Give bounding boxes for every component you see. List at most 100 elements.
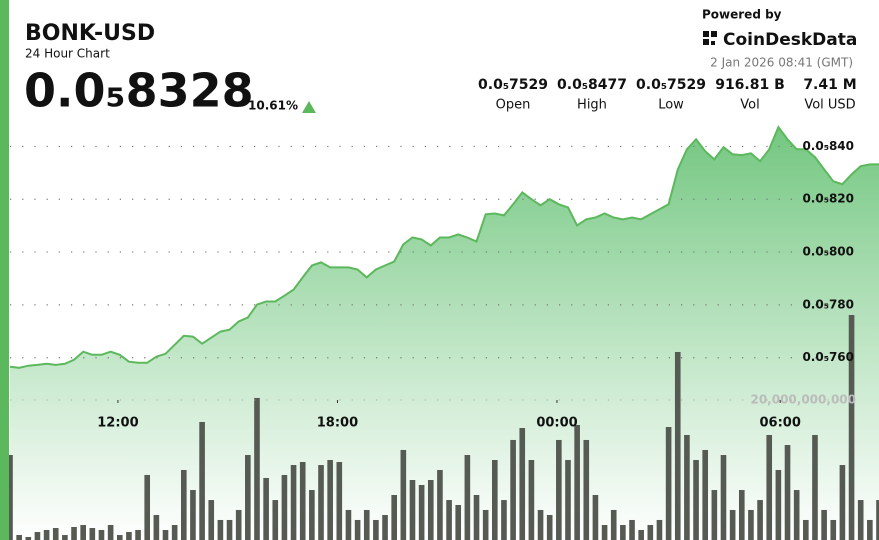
y-tick-label: 0.0₅760 xyxy=(802,350,854,364)
price-line xyxy=(9,125,879,369)
volume-bar xyxy=(153,515,160,540)
volume-bar xyxy=(556,439,562,540)
volume-bar xyxy=(665,427,672,540)
volume-bar xyxy=(190,490,196,540)
volume-bar xyxy=(89,528,96,540)
volume-bar xyxy=(52,528,59,540)
volume-bar xyxy=(601,525,608,540)
logo xyxy=(703,31,717,45)
volume-bar xyxy=(116,535,123,540)
stat-value: 0.0₅7529 xyxy=(478,77,548,93)
volume-bar xyxy=(299,462,306,540)
volume-bar xyxy=(144,474,151,540)
stat-value: 916.81 B xyxy=(715,77,785,93)
stat-value: 0.0₅7529 xyxy=(636,77,706,93)
volume-bar xyxy=(501,500,507,540)
volume-bar xyxy=(71,526,77,540)
volume-bar xyxy=(409,480,416,540)
volume-bar xyxy=(226,519,233,540)
volume-bar xyxy=(684,435,690,540)
volume-bar xyxy=(693,459,699,540)
volume-bar xyxy=(126,532,132,540)
x-tick-label: 18:00 xyxy=(317,416,358,431)
stats: 0.0₅7529 Open 0.0₅8477 High 0.0₅7529 Low 916.8… xyxy=(478,77,857,113)
y-tick-label: 0.0₅820 xyxy=(802,192,854,206)
volume-bar xyxy=(729,509,736,540)
volume-bar xyxy=(583,439,590,540)
volume-bar xyxy=(803,519,809,540)
price: 0.0₅8328 xyxy=(24,64,254,118)
volume-bar xyxy=(638,529,644,540)
symbol: BONK-USD xyxy=(25,21,155,46)
volume-bar xyxy=(519,428,526,540)
volume-bar xyxy=(510,439,516,540)
volume-bar xyxy=(482,509,489,540)
volume-bar xyxy=(592,494,599,540)
powered-by: Powered by xyxy=(702,8,782,22)
up-arrow xyxy=(302,101,316,113)
y-tick-label: 0.0₅840 xyxy=(802,139,854,153)
volume-bar xyxy=(674,351,681,540)
volume-bar xyxy=(107,525,114,540)
volume-bar xyxy=(848,315,855,540)
stat-label: Vol xyxy=(740,98,759,113)
volume-bar xyxy=(528,459,535,540)
volume-bar xyxy=(473,494,480,540)
volume-bar xyxy=(748,509,754,540)
volume-bar xyxy=(363,509,370,540)
stat-value: 7.41 M xyxy=(803,77,856,93)
volume-bar xyxy=(738,490,745,540)
volume-bar xyxy=(574,424,580,540)
volume-bar xyxy=(830,519,837,540)
volume-bar xyxy=(812,435,818,540)
volume-bar xyxy=(208,500,215,540)
volume-bar xyxy=(245,455,251,540)
x-tick-label: 00:00 xyxy=(536,416,577,431)
stat-value: 0.0₅8477 xyxy=(557,77,627,93)
volume-bar xyxy=(373,519,379,540)
volume-bar xyxy=(775,470,782,540)
volume-bar xyxy=(180,470,187,540)
change: 10.61% xyxy=(248,99,298,113)
stat-label: Open xyxy=(496,98,531,113)
volume-bar xyxy=(464,455,471,540)
volume-bar xyxy=(711,490,718,540)
volume-bar xyxy=(546,515,553,540)
volume-bar xyxy=(318,465,324,540)
volume-bar xyxy=(162,529,169,540)
volume-bar xyxy=(839,465,846,540)
volume-bar xyxy=(290,465,297,540)
volume-bar xyxy=(217,519,224,540)
volume-bar xyxy=(656,519,663,540)
volume-bar xyxy=(720,455,727,540)
volume-bar xyxy=(382,515,388,540)
volume-bar xyxy=(16,535,22,540)
volume-bar xyxy=(702,449,709,540)
volume-bar xyxy=(62,535,68,540)
timestamp: 2 Jan 2026 08:41 (GMT) xyxy=(710,56,853,70)
price-area xyxy=(10,127,879,540)
volume-bar xyxy=(7,455,13,540)
volume-bar xyxy=(354,519,361,540)
volume-bar xyxy=(821,509,827,540)
volume-bar xyxy=(629,519,635,540)
volume-bar xyxy=(336,462,343,540)
volume-bar xyxy=(784,445,791,540)
volume-bar xyxy=(857,500,864,540)
brand-name: CoinDeskData xyxy=(723,30,857,50)
volume-bar xyxy=(98,529,105,540)
volume-bar xyxy=(281,474,288,540)
y2-tick-label: 20,000,000,000 xyxy=(750,393,856,407)
volume-bar xyxy=(647,525,654,540)
volume-bar xyxy=(766,435,773,540)
volume-bar xyxy=(199,421,205,540)
volume-bar xyxy=(309,490,315,540)
volume-bar xyxy=(254,397,260,540)
stat-label: Low xyxy=(658,98,684,113)
volume-bar xyxy=(876,500,879,540)
x-tick-label: 12:00 xyxy=(97,416,138,431)
volume-bar xyxy=(400,449,407,540)
volume-bar xyxy=(537,509,544,540)
